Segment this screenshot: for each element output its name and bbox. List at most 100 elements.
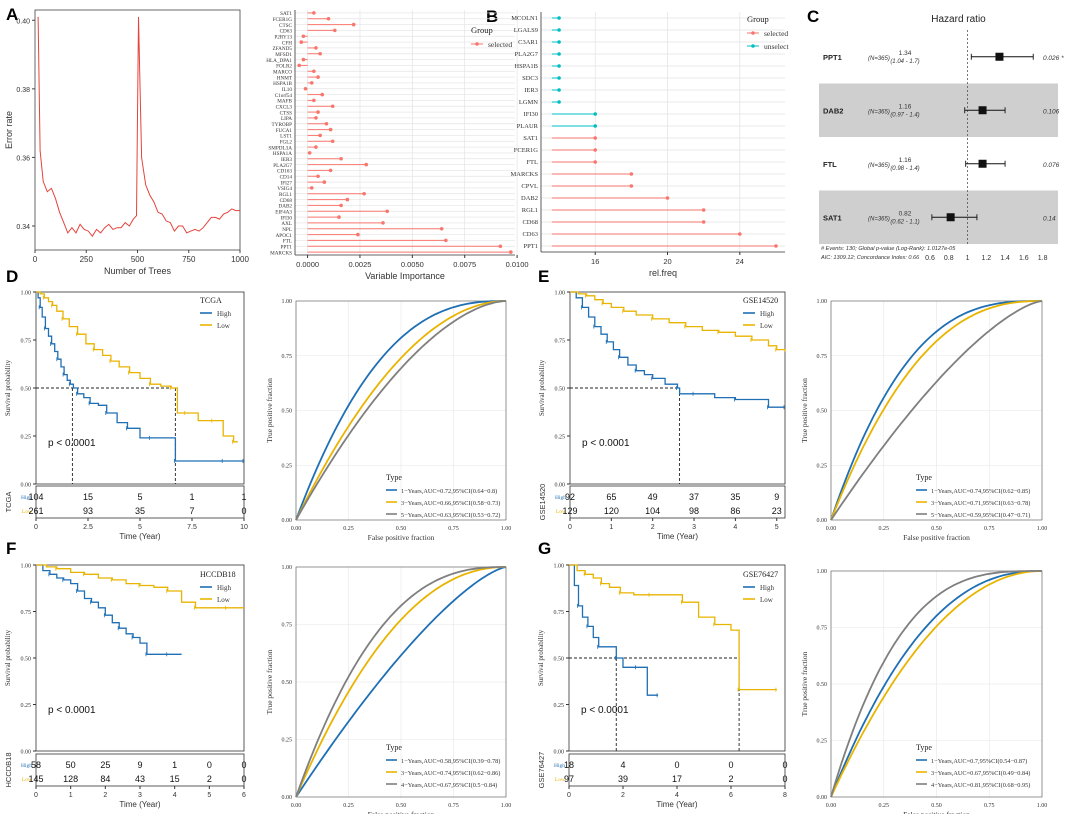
y-tick-label: 1.00 [555,291,566,297]
x-tick-label: 0.25 [343,803,354,809]
lollipop-point [557,16,561,20]
forest-gene: PPT1 [823,53,842,62]
y-tick-label: 0.25 [555,435,566,441]
risk-table-group: High [555,495,566,501]
lollipop-chart-a2: SAT1FCER1GCTSCCD63P2RY13CFHZFAND5MFSD1HL… [266,10,529,281]
lollipop-point [326,16,331,21]
forest-ci: (1.04 - 1.7) [890,59,919,65]
risk-count: 0 [782,760,787,770]
lollipop-point [701,220,706,224]
y-tick-label: 0.75 [21,610,32,616]
legend-label: High [760,310,775,318]
lollipop-point [316,174,320,179]
y-axis-label: True positive fraction [265,649,274,714]
gene-label: IER3 [524,87,538,94]
lollipop-point [557,100,561,104]
roc-curve [830,570,1042,798]
x-tick-label: 0.75 [448,526,459,532]
legend-label: 5−Years,AUC=0.59,95%CI(0.47−0.71) [931,512,1030,519]
gene-label: HNMT [277,75,293,81]
x-tick-label: 0.00 [826,803,837,809]
y-tick-label: 1.00 [817,299,828,305]
legend-label: 1−Years,AUC=0.74,95%CI(0.62−0.85) [931,488,1030,495]
forest-title: Hazard ratio [931,14,986,25]
risk-table-frame [569,485,786,519]
legend-label: 3−Years,AUC=0.66,95%CI(0.58−0.73) [401,500,500,507]
x-tick-label: 0.6 [925,255,935,262]
roc-plot-e_roc: 0.00 0.25 0.50 0.75 1.00 0.00 0.25 0.50 0.75 1.00… [800,299,1047,542]
y-tick-label: 0.50 [554,657,565,663]
risk-table-label: GSE76427 [537,752,546,789]
gene-label: APOC1 [276,233,293,239]
gene-label: TYROBP [272,122,293,128]
roc-legend-title: Type [386,743,402,752]
legend-label: 1−Years,AUC=0.58,95%CI(0.39−0.78) [401,758,500,765]
risk-table-group: High [21,495,32,501]
x-axis-label: False positive fraction [903,533,970,542]
x-tick-label: 0.0000 [296,260,319,269]
gene-label: CD63 [280,29,293,35]
risk-count: 2 [728,774,733,784]
legend-label: 3−Years,AUC=0.74,95%CI(0.62−0.86) [401,770,500,777]
gene-label: MARCKS [270,250,292,256]
forest-hr: 1.16 [899,103,912,110]
legend-title: Group [747,14,769,24]
risk-count: 0 [782,774,787,784]
x-tick-label: 0.0025 [348,260,371,269]
gene-label: IFI30 [280,215,292,221]
x-tick-label: 1 [609,524,613,531]
y-tick-label: 0.25 [282,738,293,744]
risk-count: 0 [207,760,212,770]
risk-count: 9 [137,760,142,770]
lollipop-point [301,34,306,39]
gene-label: NPL [282,227,292,233]
lollipop-point [439,226,444,231]
roc-legend-title: Type [386,473,402,482]
x-tick-label: 0.00 [826,526,837,532]
x-axis-label: Time (Year) [657,532,699,541]
x-tick-label: 4 [173,792,177,799]
legend-label: 4−Years,AUC=0.81,95%CI(0.68−0.95) [931,782,1030,789]
risk-table-group: Low [22,777,32,783]
lollipop-point [385,209,389,214]
y-tick-label: 0.50 [555,387,566,393]
x-axis-label: False positive fraction [368,810,435,814]
x-tick-label: 24 [736,257,744,266]
x-tick-label: 20 [663,257,671,266]
x-axis-label: Number of Trees [104,266,172,276]
km-curve-high [569,564,659,696]
risk-count: 15 [170,774,180,784]
forest-footnote: # Events: 130; Global p-value (Log-Rank)… [821,246,956,252]
y-tick-label: 1.00 [21,291,32,297]
km-plot-d_km: 0.00 0.25 0.50 0.75 1.00 p < 0.0001 Survival p… [4,291,248,542]
y-tick-label: 1.00 [817,569,828,575]
legend-label: High [217,584,232,592]
lollipop-point [345,197,350,202]
legend-swatch-point [751,44,755,48]
lollipop-point [303,86,308,91]
lollipop-point [629,184,634,188]
x-tick-label: 2.5 [83,524,93,531]
lollipop-point [318,133,322,138]
risk-count: 37 [689,492,699,502]
y-axis-label: True positive fraction [800,651,809,716]
risk-count: 58 [31,760,41,770]
lollipop-point [498,244,503,249]
panel-letter-a: A [6,5,18,24]
risk-count: 1 [241,492,246,502]
x-tick-label: 750 [182,255,196,264]
lollipop-point [299,40,304,44]
x-tick-label: 0.50 [931,526,942,532]
x-axis-label: rel.freq [649,268,677,278]
lollipop-point [330,139,335,144]
lollipop-point [314,46,318,50]
gene-label: CFH [282,40,292,46]
y-tick-label: 0.25 [21,703,32,709]
y-tick-label: 1.00 [282,565,293,571]
gene-label: IER3 [281,157,292,163]
lollipop-point [557,76,561,80]
y-tick-label: 0.25 [817,463,828,469]
p-value-label: p < 0.0001 [48,438,96,449]
forest-ci: (0.98 - 1.4) [890,166,919,172]
